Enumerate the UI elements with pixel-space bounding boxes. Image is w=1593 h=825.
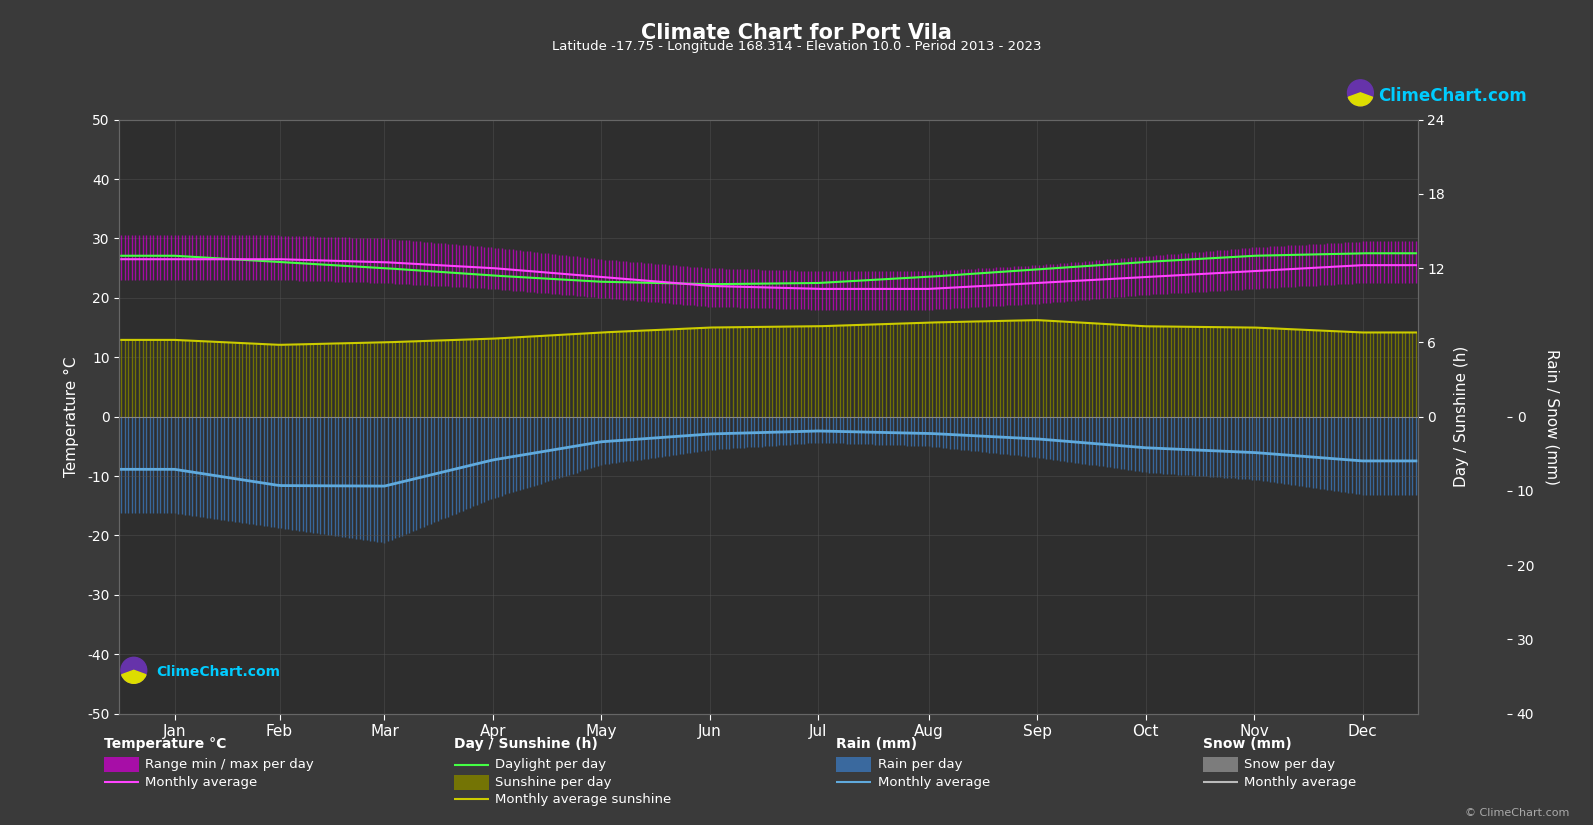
Text: Snow per day: Snow per day [1244,758,1335,771]
Y-axis label: Day / Sunshine (h): Day / Sunshine (h) [1453,346,1469,488]
Text: Day / Sunshine (h): Day / Sunshine (h) [454,738,597,751]
Y-axis label: Temperature °C: Temperature °C [64,356,80,477]
Text: Latitude -17.75 - Longitude 168.314 - Elevation 10.0 - Period 2013 - 2023: Latitude -17.75 - Longitude 168.314 - El… [551,40,1042,53]
Text: Temperature °C: Temperature °C [104,738,226,751]
Text: Monthly average sunshine: Monthly average sunshine [495,793,672,806]
Text: Climate Chart for Port Vila: Climate Chart for Port Vila [640,23,953,43]
Text: Monthly average: Monthly average [878,776,989,789]
Wedge shape [121,670,147,683]
Wedge shape [1348,93,1373,106]
Circle shape [1348,80,1373,106]
Text: Monthly average: Monthly average [1244,776,1356,789]
Text: Snow (mm): Snow (mm) [1203,738,1292,751]
Text: ClimeChart.com: ClimeChart.com [156,666,280,679]
Text: Sunshine per day: Sunshine per day [495,776,612,789]
Text: Monthly average: Monthly average [145,776,256,789]
Text: ClimeChart.com: ClimeChart.com [1378,87,1526,105]
Text: Rain (mm): Rain (mm) [836,738,918,751]
Text: © ClimeChart.com: © ClimeChart.com [1464,808,1569,818]
Text: Rain per day: Rain per day [878,758,962,771]
Y-axis label: Rain / Snow (mm): Rain / Snow (mm) [1544,349,1560,484]
Circle shape [121,658,147,683]
Text: Range min / max per day: Range min / max per day [145,758,314,771]
Text: Daylight per day: Daylight per day [495,758,607,771]
